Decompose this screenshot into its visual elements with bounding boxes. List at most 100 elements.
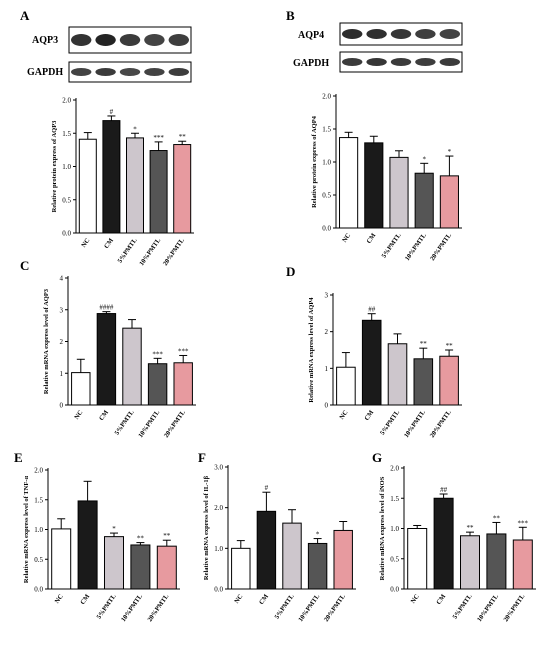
x-tick-label: NC [341, 232, 352, 244]
y-tick-label: 0 [60, 402, 64, 410]
x-tick-label: 5%PMTL [96, 593, 118, 621]
y-tick-label: 2 [60, 338, 64, 346]
blot-band [119, 68, 141, 76]
chart-f: 0.0 1.0 2.0 3.0 Relative mRNA express level … [203, 464, 356, 624]
bar-5%PMTL [387, 343, 408, 406]
blot-band [168, 34, 189, 46]
bar-20%PMTL [512, 539, 533, 590]
y-tick-label: 0.0 [62, 230, 71, 238]
chart-a: 0.0 0.5 1.0 1.5 2.0 Relative protein express … [51, 97, 194, 267]
y-axis-label: Relative mRNA express level of AQP4 [308, 297, 315, 403]
significance-label: # [110, 108, 114, 116]
blot-band [342, 29, 363, 39]
bar-NC [407, 528, 428, 590]
bar-5%PMTL [282, 522, 302, 590]
panel-letter-a: A [20, 8, 30, 23]
x-tick-label: CM [79, 593, 91, 606]
significance-label: ## [368, 306, 376, 314]
panel-letter-e: E [14, 450, 23, 465]
x-tick-label: 5%PMTL [114, 409, 136, 437]
blot-label-aqp4: AQP4 [298, 30, 324, 41]
chart-c: 0 1 2 3 4 Relative mRNA express level of AQP3… [43, 275, 196, 440]
x-tick-label: CM [258, 593, 270, 606]
significance-label: *** [178, 347, 189, 355]
bar-CM [433, 497, 454, 590]
blot-band [415, 58, 436, 66]
blot-label-aqp3: AQP3 [32, 35, 58, 46]
panel-letter-b: B [286, 8, 295, 23]
bar-10%PMTL [414, 172, 434, 229]
significance-label: * [133, 125, 137, 133]
bar-CM [77, 500, 98, 590]
bar-10%PMTL [130, 544, 151, 590]
blot-band [342, 58, 363, 66]
blot-band [390, 58, 412, 66]
y-tick-label: 1.5 [62, 130, 71, 138]
bar-NC [231, 547, 251, 590]
significance-label: *** [152, 350, 163, 358]
significance-label: *** [518, 519, 529, 527]
x-tick-label: 10%PMTL [403, 409, 427, 440]
blot-band [144, 68, 165, 76]
panel-letter-g: G [372, 450, 382, 465]
x-tick-label: CM [435, 593, 447, 606]
y-tick-label: 1.0 [34, 526, 43, 534]
bar-NC [336, 366, 356, 406]
bar-CM [364, 142, 384, 229]
y-tick-label: 1 [325, 365, 329, 373]
significance-label: * [422, 155, 426, 163]
x-tick-label: 10%PMTL [297, 593, 321, 624]
blot-band [439, 58, 460, 66]
x-tick-label: 5%PMTL [379, 409, 401, 437]
significance-label: #### [99, 304, 114, 312]
y-tick-label: 0 [325, 402, 329, 410]
y-tick-label: 3 [60, 306, 64, 314]
bar-CM [102, 120, 121, 234]
bar-20%PMTL [439, 355, 459, 406]
blot-band [390, 29, 412, 39]
bar-NC [71, 372, 91, 406]
significance-label: * [112, 525, 116, 533]
y-tick-label: 0.5 [322, 192, 331, 200]
bar-NC [78, 138, 97, 234]
x-tick-label: 20%PMTL [163, 409, 187, 440]
y-tick-label: 2.0 [214, 504, 223, 512]
y-tick-label: 2.0 [34, 467, 43, 475]
x-tick-label: NC [233, 593, 244, 605]
x-tick-label: NC [73, 409, 84, 421]
y-tick-label: 1.0 [62, 163, 71, 171]
blot-band [119, 34, 141, 46]
chart-d: 0 1 2 3 Relative mRNA express level of AQP4 N… [308, 292, 462, 440]
significance-label: ## [440, 486, 448, 494]
x-tick-label: 10%PMTL [137, 409, 161, 440]
y-tick-label: 3.0 [214, 464, 223, 472]
blot-band [366, 29, 387, 39]
blot-band [71, 34, 92, 46]
blot-band [168, 68, 189, 76]
bar-NC [51, 528, 72, 590]
blot-band [95, 34, 116, 46]
bar-10%PMTL [307, 542, 328, 590]
significance-label: # [265, 484, 269, 492]
y-axis-label: Relative mRNA express level of IL-1β [203, 475, 210, 580]
y-axis-label: Relative protein express of AQP4 [311, 115, 318, 208]
panel-letter-c: C [20, 258, 29, 273]
chart-b: 0.0 0.5 1.0 1.5 2.0 Relative protein express … [311, 93, 462, 263]
blot-label-gapdh-b: GAPDH [293, 58, 329, 69]
panel-letter-f: F [198, 450, 206, 465]
bar-5%PMTL [126, 137, 144, 234]
x-tick-label: 5%PMTL [452, 593, 474, 621]
x-tick-label: 20%PMTL [429, 409, 453, 440]
bar-10%PMTL [413, 358, 434, 406]
x-tick-label: CM [98, 409, 110, 422]
x-tick-label: 20%PMTL [429, 232, 453, 263]
y-tick-label: 4 [60, 275, 64, 283]
x-tick-label: 5%PMTL [381, 232, 403, 260]
y-tick-label: 3 [325, 292, 329, 300]
y-tick-label: 0.0 [214, 586, 223, 594]
y-axis-label: Relative mRNA express level of TNF-α [23, 476, 30, 584]
bar-CM [256, 510, 277, 590]
y-tick-label: 1.0 [390, 525, 399, 533]
y-tick-label: 0.0 [390, 586, 399, 594]
significance-label: *** [153, 134, 164, 142]
